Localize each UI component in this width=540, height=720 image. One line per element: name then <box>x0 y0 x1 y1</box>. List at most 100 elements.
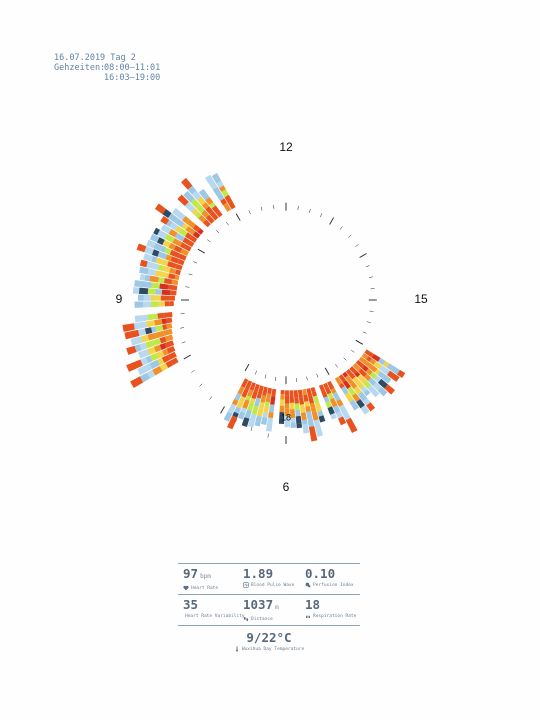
spiral-tick <box>180 327 185 329</box>
data-cell <box>249 413 257 423</box>
data-cell <box>368 364 378 373</box>
data-cell <box>176 211 186 221</box>
time-range-2: 16:03–19:00 <box>104 73 161 83</box>
respiration-value: 18 <box>305 597 321 612</box>
data-cell <box>166 317 173 324</box>
data-cell <box>202 219 211 228</box>
data-cell <box>219 185 226 192</box>
data-cell <box>130 337 138 346</box>
data-cell <box>175 269 181 276</box>
data-cell <box>256 393 262 399</box>
spiral-tick <box>235 213 241 221</box>
data-cell <box>190 198 200 209</box>
data-cell <box>237 411 246 420</box>
data-cell <box>167 261 177 269</box>
data-cell <box>268 411 274 419</box>
data-cell <box>155 289 163 295</box>
data-cell <box>284 395 290 404</box>
data-spike <box>345 417 358 434</box>
data-spike <box>396 369 406 379</box>
data-cell <box>140 334 150 343</box>
data-cell <box>296 423 303 429</box>
data-cell <box>262 412 269 418</box>
data-cell <box>313 419 321 430</box>
spiral-tick <box>185 286 190 288</box>
data-cell <box>169 295 175 301</box>
data-cell <box>147 332 157 341</box>
spiral-tick <box>339 226 343 230</box>
data-cell <box>135 336 143 345</box>
data-cell <box>189 235 198 243</box>
data-cell <box>245 380 253 390</box>
data-cell <box>227 403 237 414</box>
data-cell <box>297 389 304 399</box>
data-cell <box>187 240 195 248</box>
data-cell <box>168 273 176 280</box>
data-cell <box>143 294 151 301</box>
data-cell <box>202 193 210 201</box>
data-cell <box>254 420 261 427</box>
data-cell <box>162 324 168 331</box>
data-cell <box>184 232 192 240</box>
data-cell <box>345 369 352 376</box>
data-cell <box>303 394 309 403</box>
data-cell <box>289 390 294 396</box>
data-spike <box>122 323 135 332</box>
data-cell <box>357 391 368 402</box>
data-cell <box>284 408 290 417</box>
data-cell <box>133 322 139 330</box>
data-cell <box>284 416 290 422</box>
data-cell <box>143 253 153 262</box>
data-spike <box>154 203 167 215</box>
data-cell <box>279 405 285 413</box>
data-cell <box>155 270 164 278</box>
data-cell <box>153 227 160 236</box>
data-cell <box>185 225 196 236</box>
data-cell <box>197 228 204 235</box>
spiral-tick <box>365 265 370 268</box>
data-cell <box>253 383 260 392</box>
data-cell <box>150 295 157 301</box>
data-cell <box>251 390 258 400</box>
heart-rate-stat: 97 bpm Heart Rate <box>183 567 243 591</box>
distance-stat: 1037 m Distance <box>243 598 305 622</box>
data-cell <box>173 245 183 253</box>
data-cell <box>147 268 157 276</box>
data-cell <box>164 233 175 243</box>
data-cell <box>289 402 295 410</box>
data-cell <box>379 365 387 373</box>
data-spike <box>136 243 147 253</box>
data-cell <box>351 403 360 411</box>
data-cell <box>307 418 315 428</box>
data-cell <box>147 346 157 355</box>
spiral-tick <box>320 213 323 218</box>
data-spike <box>126 345 137 355</box>
data-cell <box>364 349 375 358</box>
data-cell <box>162 271 170 279</box>
heart-rate-value: 97 <box>183 566 199 581</box>
spiral-tick <box>264 374 267 379</box>
heart-icon <box>183 585 189 591</box>
data-cell <box>172 238 183 247</box>
hrv-stat: 35 Heart Rate Variability <box>183 598 245 622</box>
hour-label: 15 <box>414 292 428 306</box>
data-spike <box>308 426 318 442</box>
data-cell <box>153 338 162 346</box>
data-cell <box>267 387 272 395</box>
data-cell <box>192 224 201 233</box>
spiral-tick <box>183 354 191 360</box>
data-cell <box>220 198 228 206</box>
data-cell <box>174 218 185 228</box>
data-cell <box>304 401 310 407</box>
data-cell <box>257 385 264 395</box>
header: 16.07.2019 Tag 2 Gehzeiten: 08:00–11:01 … <box>54 53 160 83</box>
data-cell <box>240 378 249 388</box>
spiral-tick <box>180 313 185 315</box>
data-cell <box>247 389 254 398</box>
data-cell <box>177 253 187 261</box>
data-cell <box>353 386 362 395</box>
data-cell <box>159 245 167 253</box>
data-cell <box>160 295 170 301</box>
data-cell <box>228 201 236 210</box>
perfusion-index-value: 0.10 <box>305 566 336 581</box>
